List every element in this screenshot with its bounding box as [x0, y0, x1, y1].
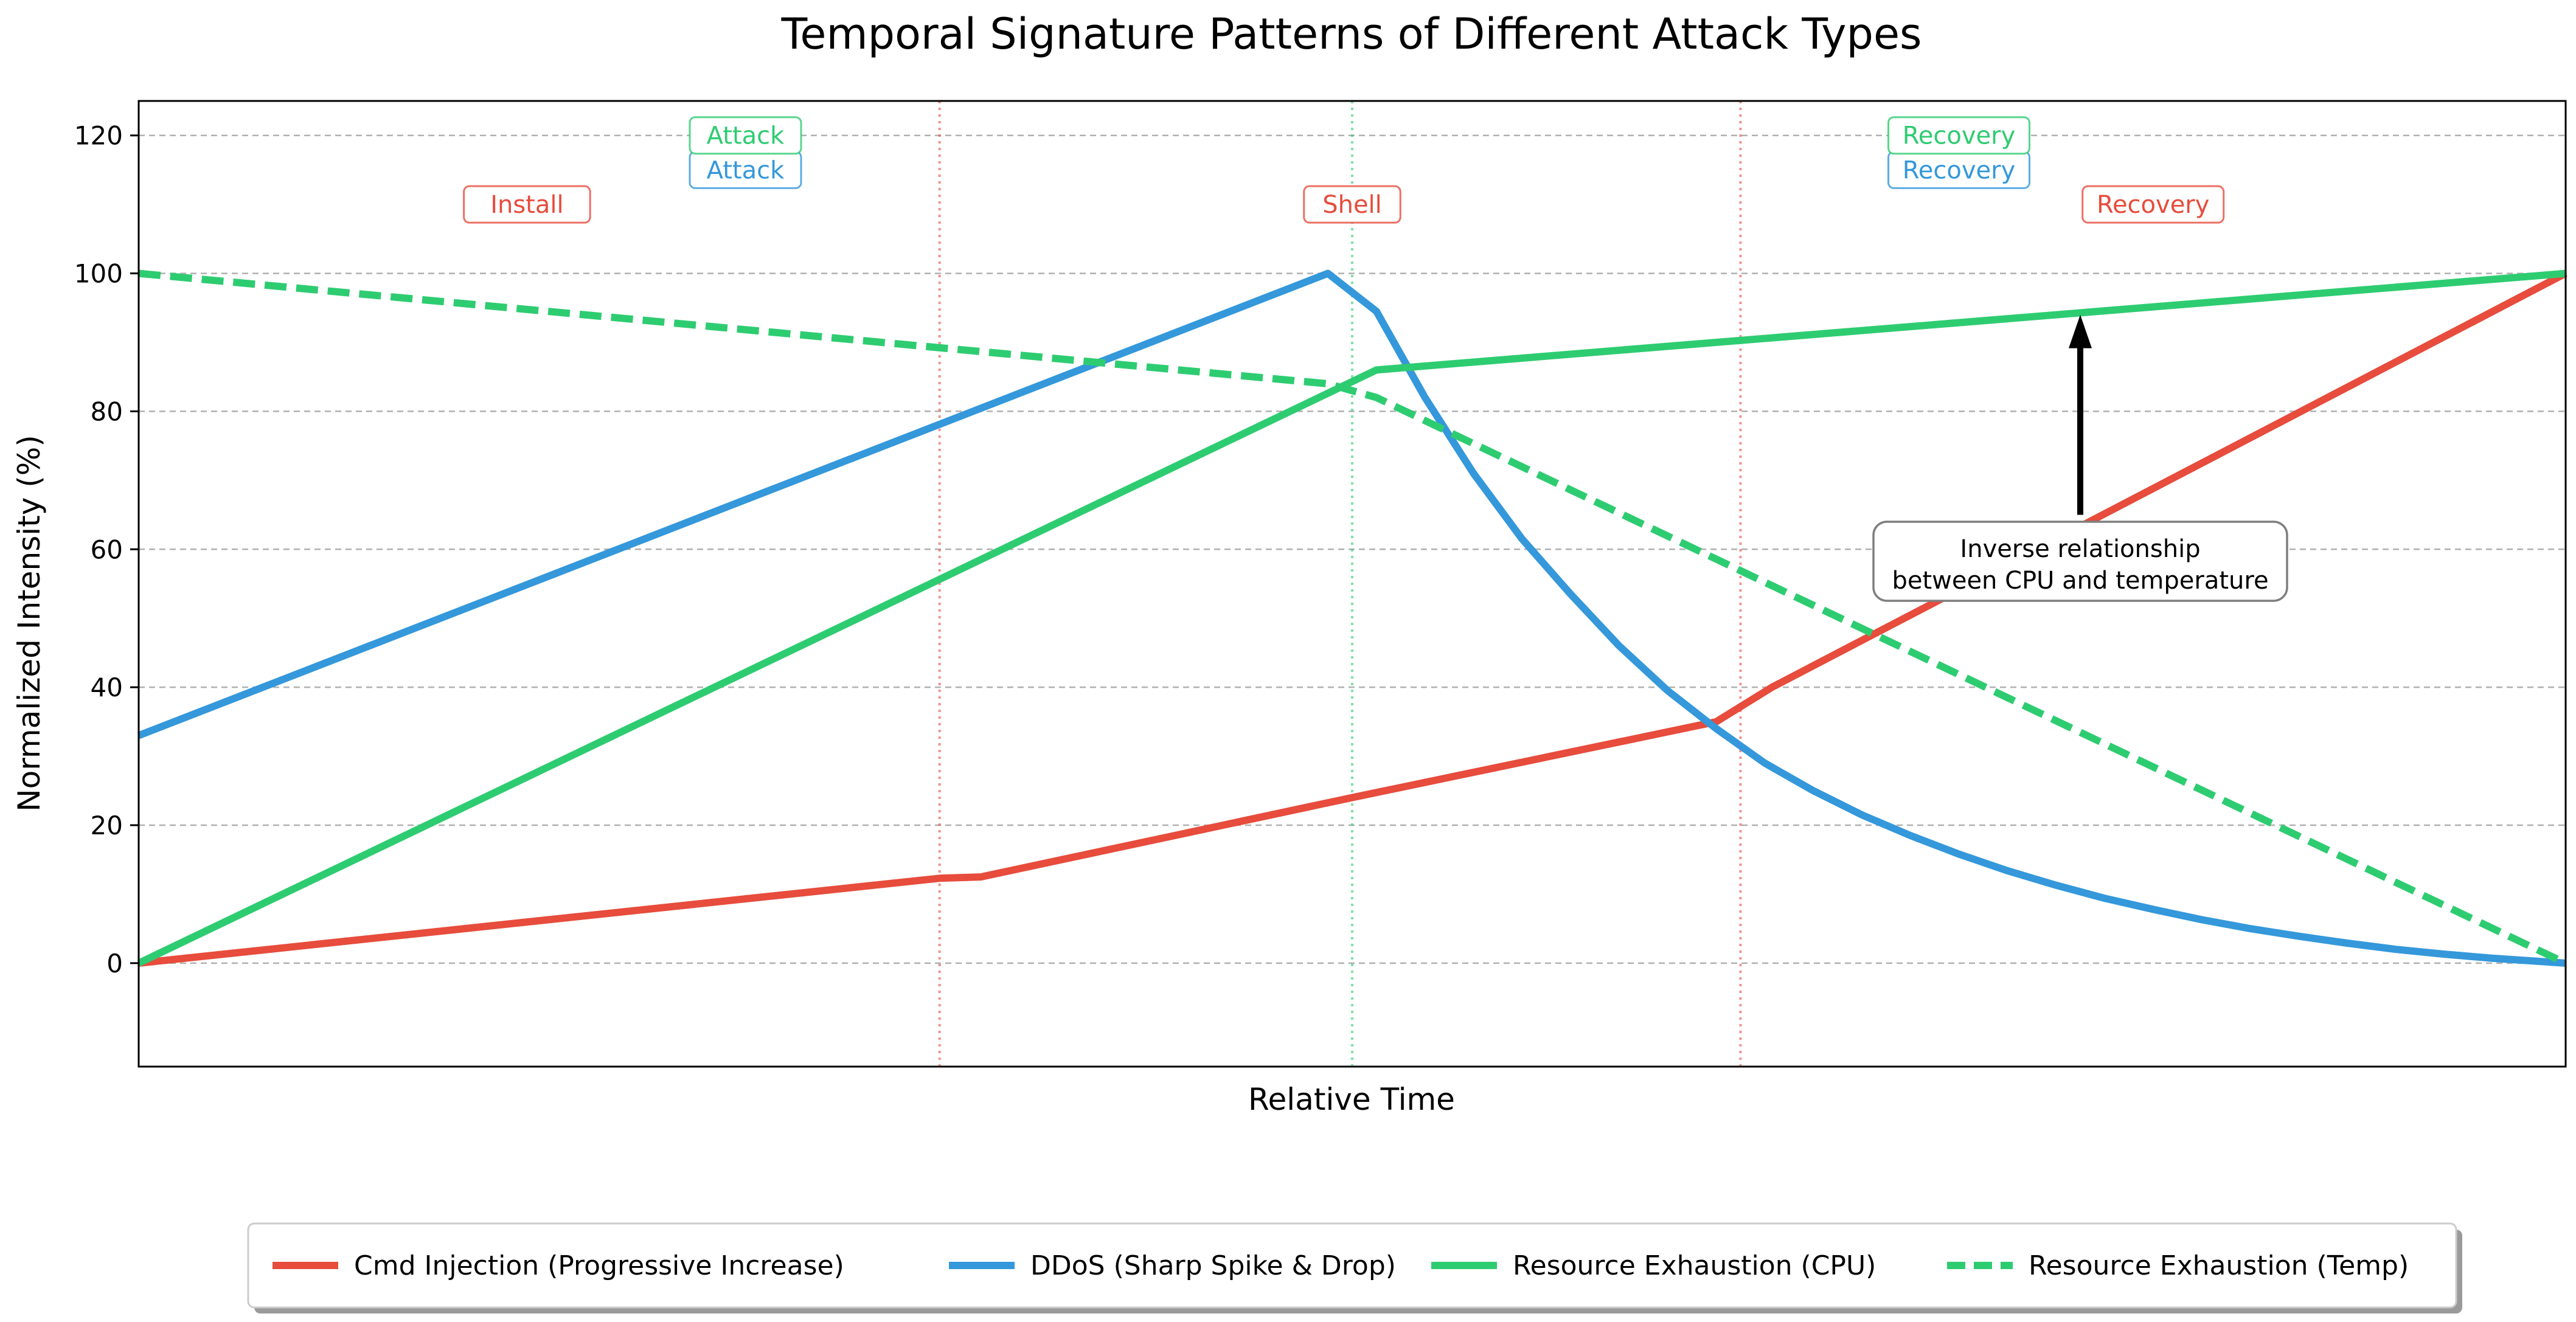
y-tick-label: 0 — [106, 949, 123, 978]
phase-label-text: Install — [490, 191, 563, 219]
phase-label: Recovery — [1887, 150, 2030, 189]
annotation: Inverse relationship between CPU and temp… — [1872, 314, 2288, 602]
legend-label-1: Cmd Injection (Progressive Increase) — [354, 1250, 844, 1281]
phase-label-text: Attack — [707, 156, 785, 184]
series-line-4 — [138, 269, 2567, 967]
y-tick-label: 100 — [74, 259, 123, 289]
phase-divider-lines — [938, 101, 1742, 1067]
series-line-2 — [137, 269, 2566, 967]
phase-label-text: Shell — [1322, 191, 1382, 219]
legend-label-2: DDoS (Sharp Spike & Drop) — [1030, 1250, 1396, 1281]
y-axis-ticks: 0 20 40 60 80 100 120 — [74, 121, 139, 978]
annotation-text: Inverse relationship — [1960, 535, 2200, 563]
phase-label: Recovery — [2081, 185, 2225, 224]
legend-label-3: Resource Exhaustion (CPU) — [1513, 1250, 1876, 1281]
y-tick-label: 80 — [91, 396, 123, 426]
legend-label-4: Resource Exhaustion (Temp) — [2029, 1250, 2409, 1281]
chart-title: Temporal Signature Patterns of Different… — [781, 9, 1922, 59]
phase-label-text: Recovery — [1903, 122, 2015, 150]
grid-lines — [139, 134, 2566, 964]
phase-label-text: Recovery — [2097, 191, 2209, 219]
phase-label: Shell — [1303, 185, 1401, 224]
phase-label: Attack — [689, 116, 802, 155]
x-axis-label: Relative Time — [1248, 1082, 1455, 1117]
annotation-text: between CPU and temperature — [1892, 567, 2268, 595]
phase-label-text: Recovery — [1903, 156, 2015, 184]
phase-label: Attack — [689, 150, 802, 189]
phase-label: Recovery — [1887, 116, 2030, 155]
plot-area-frame — [137, 100, 2567, 1068]
series-line-1 — [138, 270, 2567, 967]
phase-label: Install — [463, 185, 591, 224]
y-tick-label: 20 — [91, 811, 123, 840]
legend-box — [247, 1222, 2457, 1309]
annotation-arrow-head — [2069, 314, 2092, 348]
phase-labels: Install Shell Recovery Attack Recovery Attack… — [463, 116, 2225, 224]
series-lines — [137, 269, 2567, 967]
series-line-3 — [137, 269, 2566, 967]
y-tick-label: 60 — [91, 535, 123, 564]
y-axis-label: Normalized Intensity (%) — [12, 435, 47, 811]
y-tick-label: 40 — [91, 673, 123, 702]
phase-label-text: Attack — [707, 122, 785, 150]
annotation-box — [1872, 521, 2288, 602]
y-tick-label: 120 — [74, 121, 123, 151]
legend: Cmd Injection (Progressive Increase) DDoS… — [247, 1222, 2462, 1313]
